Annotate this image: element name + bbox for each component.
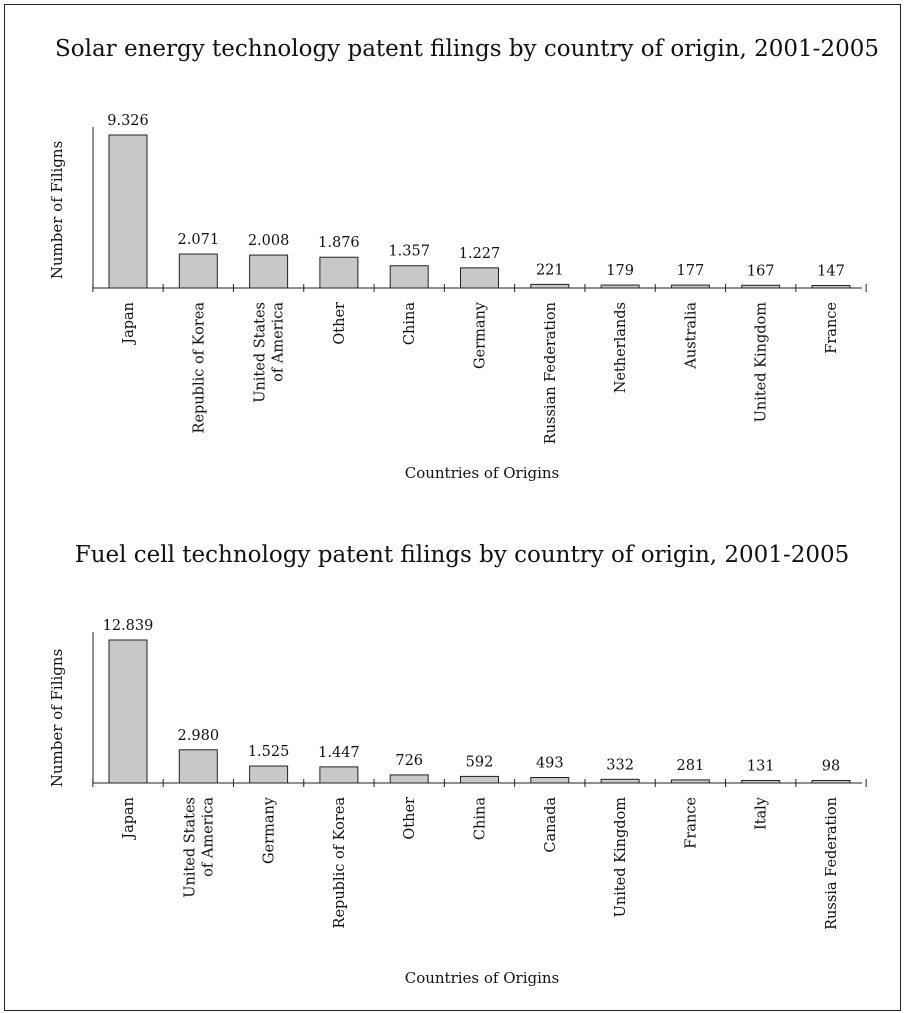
bar-value-label: 177	[677, 263, 705, 279]
x-tick-label: of America	[271, 302, 287, 382]
x-tick-label: United States	[182, 797, 198, 898]
bar-value-label: 281	[677, 758, 705, 774]
x-tick-label: Germany	[473, 301, 489, 369]
bar-value-label: 12.839	[103, 618, 154, 634]
bar-value-label: 2.008	[248, 233, 290, 249]
x-tick-label: Australia	[683, 302, 699, 370]
x-tick-label: Other	[332, 302, 348, 345]
x-tick-label: United Kingdom	[613, 797, 629, 918]
bar	[530, 777, 570, 784]
bar	[389, 774, 429, 784]
bar	[108, 639, 148, 784]
bar-value-label: 167	[747, 263, 775, 279]
x-tick-label: France	[683, 797, 699, 849]
bar	[600, 778, 640, 784]
x-tick-label: France	[824, 302, 840, 354]
bar	[460, 775, 499, 784]
x-tick-label: Japan	[121, 302, 137, 346]
bar	[249, 254, 289, 289]
x-tick-label: of America	[200, 797, 216, 877]
bar-value-label: 179	[606, 263, 634, 279]
bar	[178, 253, 218, 289]
x-tick-label: United Kingdom	[754, 302, 770, 423]
bar	[319, 766, 359, 784]
bar-value-label: 1.447	[318, 745, 360, 761]
bar-value-label: 1.227	[459, 246, 501, 262]
bar	[600, 284, 640, 289]
bar-value-label: 493	[536, 756, 564, 772]
x-tick-label: Japan	[121, 797, 137, 841]
x-axis-title: Countries of Origins	[405, 464, 560, 482]
bar	[389, 265, 429, 289]
bar-value-label: 147	[817, 264, 845, 280]
bar-value-label: 9.326	[107, 113, 149, 129]
bar	[670, 779, 710, 784]
bar	[178, 749, 218, 784]
x-tick-label: Republic of Korea	[332, 797, 348, 929]
fuel-cell-chart-svg: Fuel cell technology patent filings by c…	[48, 542, 867, 987]
bar-value-label: 1.525	[248, 744, 290, 760]
x-axis-title: Countries of Origins	[405, 969, 560, 987]
chart-title: Fuel cell technology patent filings by c…	[75, 542, 850, 568]
x-tick-label: Russia Federation	[824, 797, 840, 930]
plot-area: 9.326 Japan 2.071 Republic of Korea 2.008 Uni…	[92, 113, 867, 444]
x-tick-label: Russian Federation	[543, 302, 559, 444]
y-axis-title: Number of Filigns	[48, 649, 66, 788]
bar	[741, 780, 781, 784]
bar-value-label: 726	[395, 753, 423, 769]
x-tick-label: Germany	[262, 796, 278, 864]
bar	[460, 267, 499, 289]
x-tick-label: Netherlands	[613, 302, 629, 393]
x-tick-label: China	[402, 302, 418, 345]
x-tick-label: China	[473, 797, 489, 840]
x-tick-label: Other	[402, 797, 418, 840]
solar-chart: Solar energy technology patent filings b…	[0, 0, 907, 490]
bar-value-label: 1.357	[388, 244, 430, 260]
bar	[811, 780, 851, 784]
bar-value-label: 2.071	[178, 232, 220, 248]
bar	[249, 765, 289, 784]
bar	[319, 256, 359, 289]
bar-value-label: 131	[747, 759, 775, 775]
x-tick-label: Canada	[543, 797, 559, 853]
bar-value-label: 98	[822, 759, 840, 775]
x-tick-label: Republic of Korea	[191, 302, 207, 434]
chart-title: Solar energy technology patent filings b…	[55, 36, 879, 62]
bar-value-label: 2.980	[178, 728, 220, 744]
solar-chart-svg: Solar energy technology patent filings b…	[48, 36, 879, 482]
fuel-cell-chart: Fuel cell technology patent filings by c…	[0, 505, 907, 995]
x-tick-label: United States	[253, 302, 269, 403]
figure-frame	[4, 4, 901, 1011]
bar	[811, 285, 851, 289]
bar	[108, 134, 148, 289]
y-axis-title: Number of Filigns	[48, 141, 66, 280]
plot-area: 12.839 Japan 2.980 United States of America 1…	[92, 618, 867, 930]
bar	[741, 284, 781, 289]
bar-value-label: 332	[606, 757, 634, 773]
bar	[530, 283, 570, 289]
bar-value-label: 592	[466, 754, 494, 770]
x-tick-label: Italy	[754, 796, 770, 830]
bar	[670, 284, 710, 289]
bar-value-label: 221	[536, 262, 564, 278]
bar-value-label: 1.876	[318, 235, 360, 251]
